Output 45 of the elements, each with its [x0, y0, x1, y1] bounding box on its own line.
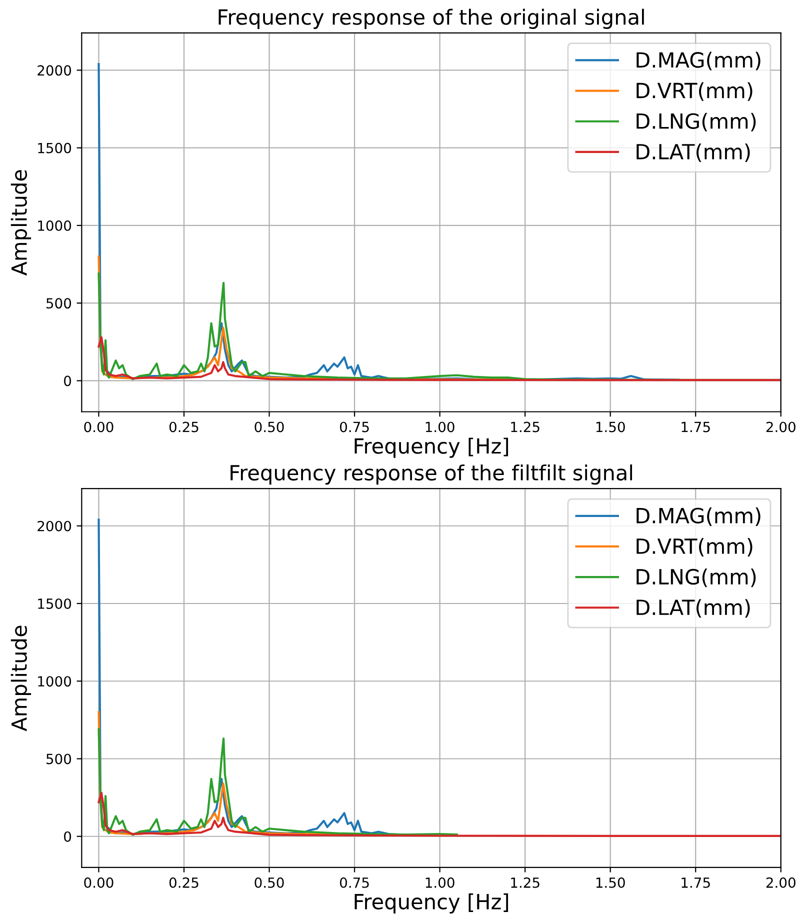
x-axis-title: Frequency [Hz] — [354, 438, 508, 458]
x-tick-label: 1.00 — [426, 877, 454, 888]
line-series — [98, 728, 458, 836]
x-tick-label: 2.00 — [766, 877, 796, 888]
y-axis-title: Amplitude — [10, 170, 32, 276]
x-tick-label: 1.50 — [596, 422, 625, 432]
y-tick-label: 2000 — [38, 65, 72, 76]
x-tick-label: 1.50 — [596, 877, 625, 888]
x-tick-label: 1.75 — [682, 422, 710, 432]
y-tick-label: 1500 — [38, 142, 72, 154]
x-axis-title: Frequency [Hz] — [354, 893, 508, 914]
x-tick-label: 1.00 — [426, 422, 454, 432]
y-tick-label: 500 — [46, 298, 72, 309]
legend-label: D.MAG(mm) — [636, 52, 760, 70]
line-series — [98, 792, 781, 837]
x-tick-label: 1.75 — [682, 878, 710, 888]
y-tick-label: 1000 — [38, 220, 72, 231]
y-tick-label: 500 — [46, 754, 72, 764]
x-tick-label: 1.25 — [511, 877, 540, 888]
x-tick-label: 1.25 — [511, 422, 540, 432]
legend-label: D.VRT(mm) — [636, 82, 752, 101]
x-tick-label: 2.00 — [766, 422, 796, 432]
y-tick-label: 2000 — [38, 520, 72, 532]
x-tick-label: 0.75 — [340, 422, 369, 432]
legend-label: D.LAT(mm) — [636, 143, 750, 162]
legend-label: D.MAG(mm) — [636, 507, 760, 526]
x-tick-label: 0.75 — [340, 877, 369, 888]
y-tick-label: 0 — [64, 376, 72, 386]
x-tick-label: 0.00 — [84, 422, 114, 432]
y-axis-title: Amplitude — [10, 626, 32, 732]
x-tick-label: 0.50 — [254, 422, 284, 432]
y-tick-label: 1500 — [38, 598, 72, 609]
x-tick-label: 0.00 — [84, 877, 114, 888]
x-tick-label: 0.25 — [169, 422, 198, 432]
legend-label: D.LAT(mm) — [636, 599, 750, 618]
x-tick-label: 0.50 — [254, 877, 284, 888]
line-series — [98, 336, 781, 382]
y-tick-label: 1000 — [38, 676, 72, 687]
y-tick-label: 0 — [64, 831, 72, 842]
legend-label: D.LNG(mm) — [636, 568, 756, 588]
x-tick-label: 0.25 — [169, 877, 198, 888]
legend-label: D.LNG(mm) — [636, 112, 756, 132]
chart-title: Frequency response of the original signal — [218, 8, 644, 29]
chart-title: Frequency response of the filtfilt signal — [230, 464, 632, 485]
legend-label: D.VRT(mm) — [636, 538, 752, 557]
